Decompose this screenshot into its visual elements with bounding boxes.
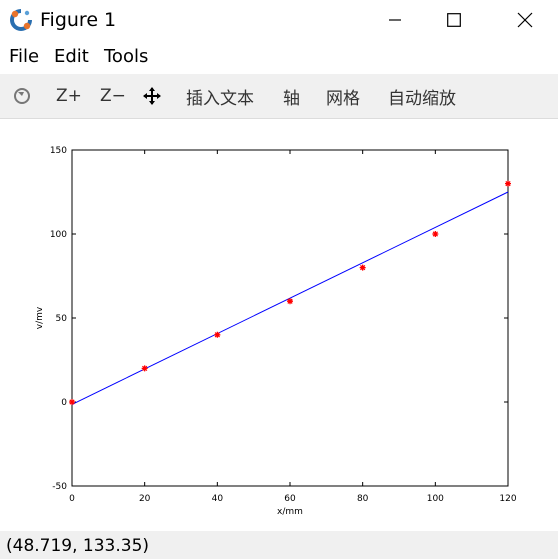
- rotate-icon: [14, 88, 30, 104]
- maximize-icon: [447, 13, 461, 27]
- minimize-button[interactable]: [372, 0, 418, 40]
- insert-text-button[interactable]: 插入文本: [186, 88, 254, 109]
- status-bar: (48.719, 133.35): [0, 531, 558, 559]
- x-tick-label: 0: [69, 494, 75, 504]
- menu-file[interactable]: File: [9, 46, 40, 67]
- figure-toolbar: Z+ Z− 插入文本 轴 网格 自动缩放: [0, 74, 558, 119]
- x-tick-label: 40: [212, 494, 224, 504]
- y-tick-label: 50: [56, 314, 68, 324]
- data-point: [69, 399, 75, 405]
- axis-button[interactable]: 轴: [283, 88, 300, 109]
- maximize-button[interactable]: [431, 0, 477, 40]
- axes-box: [71, 149, 509, 487]
- rotate-button[interactable]: [12, 74, 32, 118]
- pan-move-icon: [143, 87, 161, 105]
- zoom-in-button[interactable]: Z+: [56, 86, 82, 106]
- zoom-out-button[interactable]: Z−: [100, 86, 126, 106]
- close-button[interactable]: [502, 0, 548, 40]
- title-bar: Figure 1: [0, 0, 558, 40]
- cursor-coordinates: (48.719, 133.35): [6, 536, 150, 556]
- menu-tools[interactable]: Tools: [104, 46, 149, 67]
- x-tick-label: 60: [284, 494, 296, 504]
- minimize-icon: [389, 19, 401, 21]
- data-point: [359, 264, 366, 271]
- data-point: [214, 331, 221, 338]
- y-tick-label: 0: [61, 398, 67, 408]
- window-title: Figure 1: [40, 9, 117, 31]
- octave-logo-icon: [9, 8, 33, 32]
- y-tick-label: 150: [50, 146, 67, 156]
- pan-button[interactable]: [143, 74, 161, 118]
- menu-bar: File Edit Tools: [0, 40, 558, 74]
- autoscale-button[interactable]: 自动缩放: [388, 88, 456, 109]
- y-axis-label: v/mv: [35, 306, 45, 329]
- menu-edit[interactable]: Edit: [54, 46, 89, 67]
- x-tick-label: 20: [139, 494, 151, 504]
- x-tick-label: 80: [357, 494, 369, 504]
- close-icon: [517, 12, 533, 28]
- y-tick-label: -50: [52, 482, 67, 492]
- plot-canvas[interactable]: 0 20 40 60 80 100 120 -50 0 50 100 150 x/mm v/mv: [0, 119, 558, 531]
- x-axis-label: x/mm: [277, 507, 303, 517]
- data-point: [432, 231, 439, 237]
- x-tick-label: 100: [427, 494, 444, 504]
- data-point: [287, 298, 293, 305]
- x-tick-label: 120: [499, 494, 516, 504]
- data-point: [505, 180, 511, 187]
- grid-button[interactable]: 网格: [326, 88, 360, 109]
- y-tick-label: 100: [50, 230, 67, 240]
- data-point: [141, 365, 148, 372]
